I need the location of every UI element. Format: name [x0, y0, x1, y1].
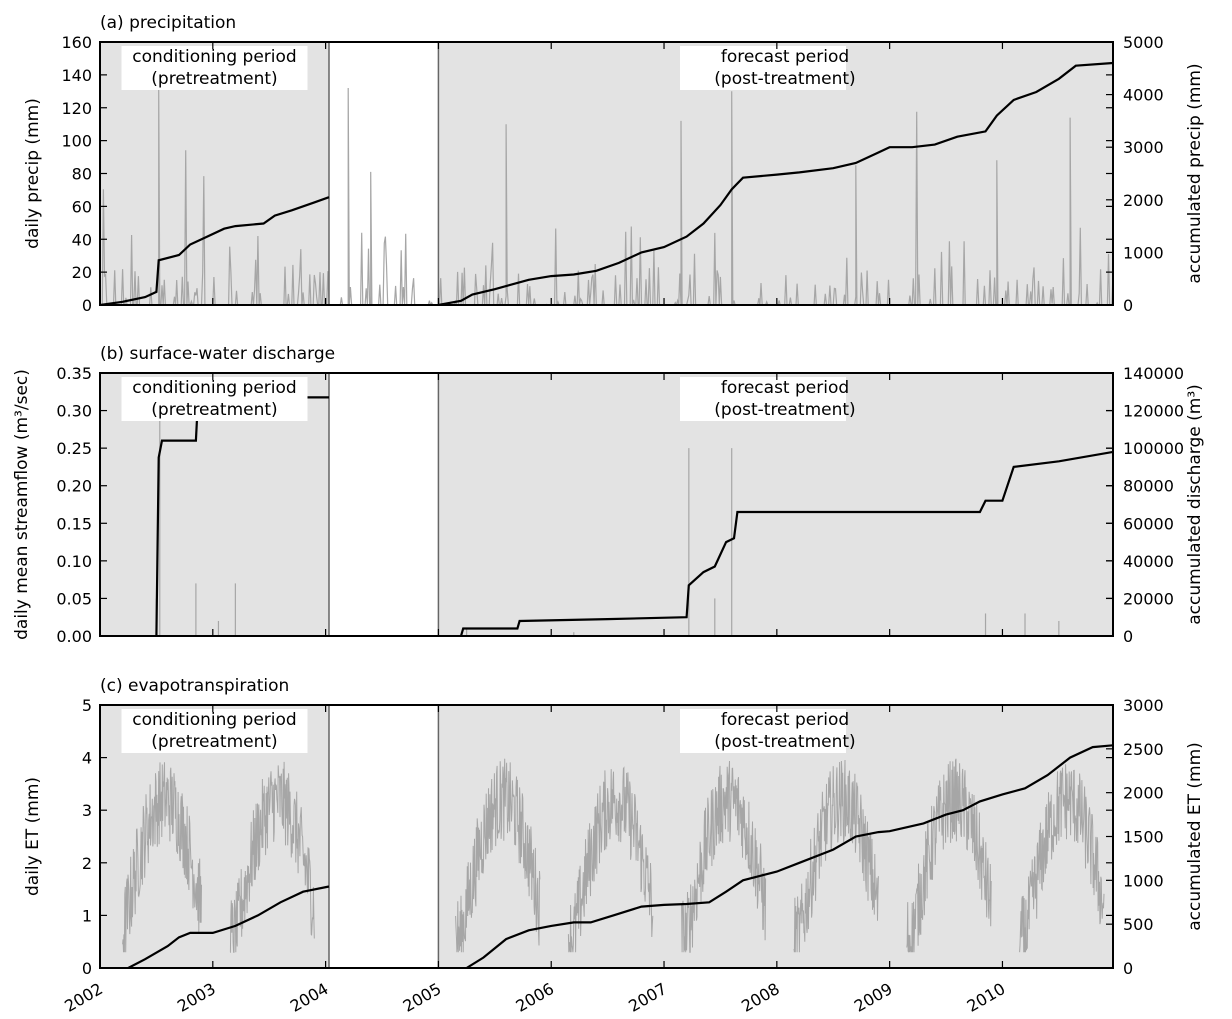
period-label-background [121, 709, 308, 753]
y-tick-label: 140 [61, 66, 92, 85]
x-tick-label: 2006 [512, 979, 557, 1016]
y-tick-label: 40 [72, 230, 92, 249]
x-tick-label: 2007 [625, 979, 670, 1016]
period-label: forecast period [721, 378, 849, 398]
period-sublabel: (post-treatment) [714, 69, 855, 89]
daily-series [155, 410, 1060, 636]
y-tick-label: 120 [61, 99, 92, 118]
y-tick-label: 5 [82, 696, 92, 715]
period-label: forecast period [721, 710, 849, 730]
period-sublabel: (post-treatment) [714, 400, 855, 420]
period-label: forecast period [721, 47, 849, 67]
y-tick-label: 0.20 [56, 477, 92, 496]
y-tick-label: 0.25 [56, 439, 92, 458]
x-tick-label: 2004 [287, 979, 332, 1016]
period-label: conditioning period [132, 378, 296, 398]
y2-tick-label: 140000 [1123, 364, 1184, 383]
daily-et-line [122, 761, 315, 953]
y2-tick-label: 0 [1123, 959, 1133, 978]
period-label-background [680, 377, 846, 421]
chart-panel-2: conditioning period(pretreatment) forecas… [12, 344, 1205, 646]
y2-tick-label: 0 [1123, 296, 1133, 315]
y2-tick-label: 3000 [1123, 138, 1164, 157]
y-tick-label: 0 [82, 296, 92, 315]
y2-tick-label: 60000 [1123, 514, 1174, 533]
y2-tick-label: 1000 [1123, 243, 1164, 262]
y-tick-label: 20 [72, 263, 92, 282]
x-tick-label: 2003 [174, 979, 219, 1016]
y2-tick-label: 3000 [1123, 696, 1164, 715]
x-axis-ticks: 2002 2003 2004 2005 2006 2007 2008 2009 2010 [61, 979, 1008, 1016]
y-axis-label: daily precip (mm) [23, 98, 43, 249]
plot-frame [99, 372, 1114, 637]
accumulated-line [100, 196, 330, 305]
y2-axis-label: accumulated ET (mm) [1185, 742, 1205, 931]
chart-panel-1: conditioning period(pretreatment) forecas… [23, 13, 1205, 315]
y2-tick-label: 80000 [1123, 477, 1174, 496]
y-tick-label: 0.30 [56, 402, 92, 421]
accumulated-line [438, 61, 1113, 305]
y-tick-label: 0.10 [56, 552, 92, 571]
panel-title: (a) precipitation [100, 13, 236, 33]
period-sublabel: (post-treatment) [714, 732, 855, 752]
panel-title: (c) evapotranspiration [100, 676, 289, 696]
y-tick-label: 0.00 [56, 627, 92, 646]
y-axis-label: daily mean streamflow (m³/sec) [12, 369, 32, 640]
y-tick-label: 4 [82, 749, 92, 768]
y-tick-label: 160 [61, 33, 92, 52]
period-label-background [121, 377, 308, 421]
accumulated-line [127, 885, 330, 968]
y2-tick-label: 2500 [1123, 740, 1164, 759]
y-tick-label: 1 [82, 906, 92, 925]
y-tick-label: 80 [72, 165, 92, 184]
y2-tick-label: 100000 [1123, 439, 1184, 458]
y2-tick-label: 120000 [1123, 402, 1184, 421]
y-tick-label: 2 [82, 854, 92, 873]
y2-axis-label: accumulated discharge (m³) [1185, 384, 1205, 625]
chart-panel-3: conditioning period(pretreatment) forecas… [23, 676, 1205, 978]
daily-series [122, 758, 1105, 953]
y-tick-label: 100 [61, 132, 92, 151]
y-tick-label: 0 [82, 959, 92, 978]
period-label-background [680, 709, 846, 753]
y-tick-label: 0.15 [56, 514, 92, 533]
period-sublabel: (pretreatment) [151, 732, 277, 752]
period-label: conditioning period [132, 710, 296, 730]
period-label: conditioning period [132, 47, 296, 67]
y-tick-label: 0.35 [56, 364, 92, 383]
y2-tick-label: 40000 [1123, 552, 1174, 571]
y2-tick-label: 4000 [1123, 86, 1164, 105]
y2-tick-label: 0 [1123, 627, 1133, 646]
x-tick-label: 2005 [400, 979, 445, 1016]
x-tick-label: 2002 [61, 979, 106, 1016]
x-tick-label: 2009 [851, 979, 896, 1016]
y2-tick-label: 2000 [1123, 191, 1164, 210]
period-label-background [680, 46, 846, 90]
y2-tick-label: 20000 [1123, 589, 1174, 608]
y2-tick-label: 2000 [1123, 784, 1164, 803]
y-tick-label: 60 [72, 197, 92, 216]
y2-tick-label: 5000 [1123, 33, 1164, 52]
x-tick-label: 2010 [964, 979, 1009, 1016]
period-sublabel: (pretreatment) [151, 69, 277, 89]
period-label-background [121, 46, 308, 90]
y2-tick-label: 500 [1123, 915, 1154, 934]
accumulated-line [459, 450, 1113, 636]
period-sublabel: (pretreatment) [151, 400, 277, 420]
y2-tick-label: 1000 [1123, 871, 1164, 890]
y-axis-label: daily ET (mm) [23, 777, 43, 896]
x-tick-label: 2008 [738, 979, 783, 1016]
accumulated-line [466, 744, 1113, 968]
daily-et-line [455, 758, 1105, 953]
panel-title: (b) surface-water discharge [100, 344, 335, 364]
y2-tick-label: 1500 [1123, 828, 1164, 847]
y2-axis-label: accumulated precip (mm) [1185, 63, 1205, 283]
y-tick-label: 0.05 [56, 589, 92, 608]
y-tick-label: 3 [82, 801, 92, 820]
